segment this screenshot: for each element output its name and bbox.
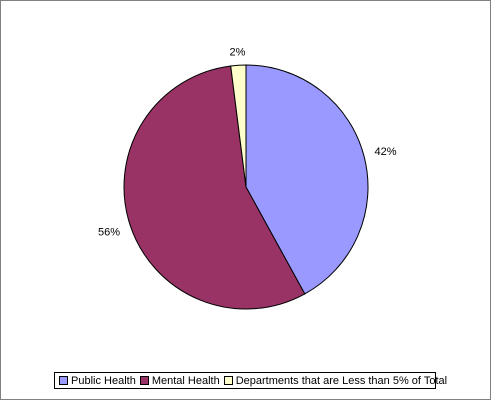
legend-item-public-health: Public Health <box>59 375 136 387</box>
legend-item-other-departments: Departments that are Less than 5% of Tot… <box>223 374 448 387</box>
legend-label-mental-health: Mental Health <box>151 374 220 387</box>
legend-label-other-departments: Departments that are Less than 5% of Tot… <box>235 374 448 387</box>
legend: Public Health Mental Health Departments … <box>54 372 447 389</box>
pie-label-public-health: 42% <box>374 146 396 158</box>
legend-swatch-other-departments <box>223 376 233 385</box>
pie-label-mental-health: 56% <box>98 226 120 238</box>
pie-label-other-departments: 2% <box>230 46 246 58</box>
pie-slice-mental-health <box>123 65 306 310</box>
legend-label-public-health: Public Health <box>71 374 136 387</box>
pie-slice-other-departments <box>230 64 247 188</box>
pie-slice-public-health <box>245 64 369 295</box>
legend-item-mental-health: Mental Health <box>139 374 220 387</box>
legend-swatch-mental-health <box>139 376 149 385</box>
legend-swatch-public-health <box>59 376 68 385</box>
